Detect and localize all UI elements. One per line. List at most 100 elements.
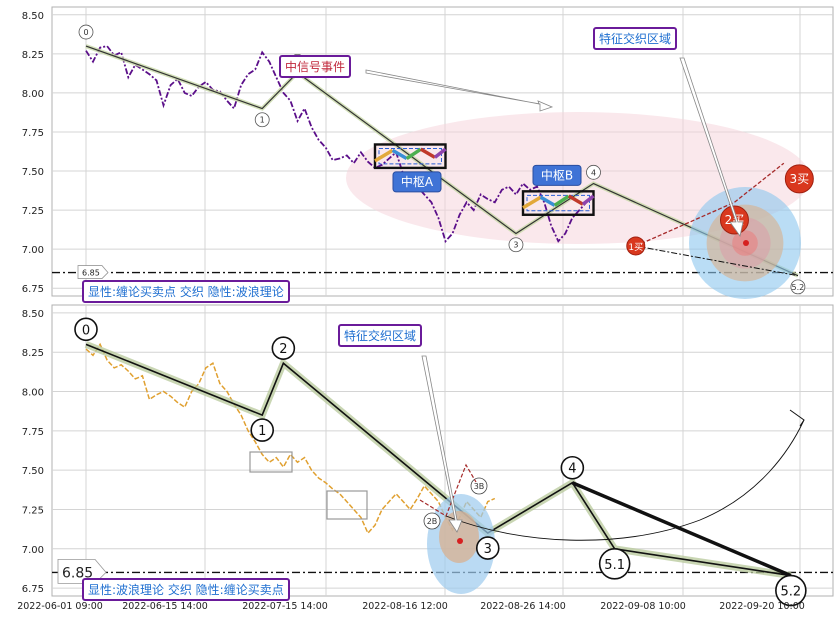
zhongshu-inner	[378, 147, 442, 165]
y-tick-label: 8.50	[22, 11, 44, 22]
zhongshu-inner	[526, 194, 590, 212]
y-tick-label: 7.75	[22, 128, 44, 139]
zhongshu-segment	[419, 147, 436, 159]
wave-label: 5.2	[781, 585, 802, 600]
feature-zone-center	[457, 538, 463, 544]
bi-label: 5.2	[792, 283, 805, 292]
bi-label: 4	[591, 168, 596, 177]
wave-marker	[475, 536, 500, 560]
wave-label: 2	[279, 342, 287, 357]
y-tick-label: 7.25	[22, 505, 44, 516]
support-label: 6.85	[62, 565, 93, 581]
zhongshu-label: 中枢A	[401, 174, 434, 189]
zhongshu-segment	[391, 148, 408, 161]
wave-thick	[571, 481, 792, 578]
wave-label: 3	[484, 542, 492, 557]
wave-label: 0	[82, 323, 90, 338]
zhongshu-segment	[433, 147, 447, 159]
zhongshu-segment	[567, 194, 584, 206]
bi-line	[85, 45, 799, 277]
buy-dash	[635, 245, 798, 277]
x-tick-label: 2022-06-01 09:00	[17, 601, 103, 612]
feature-zone-label-top: 特征交织区域	[593, 27, 678, 50]
zhongshu-segment	[553, 194, 570, 207]
buy-point-label: 1买	[628, 242, 643, 253]
support-label: 6.85	[82, 269, 100, 278]
y-tick-label: 8.50	[22, 309, 44, 320]
buy-point	[626, 236, 646, 256]
feature-zone-center	[743, 240, 749, 246]
feature-zone-ring	[439, 511, 479, 563]
wave-marker	[74, 317, 98, 342]
wave-label: 4	[568, 462, 576, 477]
buy-marker	[423, 512, 441, 530]
x-tick-label: 2022-09-20 10:00	[719, 601, 805, 612]
x-tick-label: 2022-06-15 14:00	[122, 601, 208, 612]
buy-path	[419, 463, 477, 517]
wave-marker	[250, 418, 275, 442]
x-tick-label: 2022-09-08 10:00	[600, 601, 686, 612]
zhongshu-label: 中枢B	[541, 167, 573, 182]
bi-marker	[508, 237, 524, 253]
wave-marker	[560, 455, 585, 480]
zhongshu-tag	[392, 171, 442, 193]
zhongshu-segment	[539, 195, 556, 207]
legend-top: 显性:缠论买卖点 交织 隐性:波浪理论	[82, 280, 290, 303]
y-tick-label: 8.25	[22, 50, 44, 61]
projection-curve	[445, 419, 805, 541]
zhongshu-box	[521, 190, 595, 216]
projection-arrowhead	[789, 409, 805, 427]
panel-2: 8.50 8.25 8.00 7.75 7.50 7.25 7.00 6.75 6.85 0 1 2 3…	[17, 304, 834, 612]
buy-marker	[470, 477, 488, 495]
zhongshu-segment	[374, 148, 394, 163]
y-tick-label: 8.25	[22, 348, 44, 359]
y-tick-label: 7.00	[22, 545, 44, 556]
y-tick-label: 7.75	[22, 427, 44, 438]
x-tick-label: 2022-08-26 14:00	[480, 601, 566, 612]
bi-label: 0	[83, 28, 88, 37]
bi-marker	[254, 112, 270, 128]
zhongshu-segment	[581, 194, 595, 206]
signal-arrow	[365, 69, 554, 112]
bi-marker	[586, 164, 601, 180]
zhongshu-box-small	[326, 490, 368, 520]
wave-marker	[598, 548, 631, 580]
x-tick-label: 2022-07-15 14:00	[242, 601, 328, 612]
price-series	[85, 45, 594, 244]
legend-bottom: 显性:波浪理论 交织 隐性:缠论买卖点	[82, 578, 290, 601]
wave-marker	[271, 336, 296, 361]
support-tag	[77, 265, 109, 279]
y-tick-label: 7.25	[22, 206, 44, 217]
wave-label: 1	[258, 424, 266, 439]
feature-arrow	[421, 355, 463, 533]
y-tick-label: 6.75	[22, 584, 44, 595]
bi-label: 1	[260, 116, 265, 125]
bi-label: 3	[513, 241, 518, 250]
wave-label: 5.1	[604, 558, 625, 573]
bi-marker	[78, 24, 94, 40]
zhongshu-box	[373, 143, 447, 170]
y-tick-label: 8.00	[22, 388, 44, 399]
mid-signal-label: 中信号事件	[279, 55, 352, 78]
buy-marker-label: 3B	[474, 482, 485, 491]
x-tick-label: 2022-08-16 12:00	[362, 601, 448, 612]
zhongshu-box-small	[249, 451, 293, 473]
y-tick-label: 7.50	[22, 167, 44, 178]
y-tick-label: 8.00	[22, 89, 44, 100]
y-tick-label: 6.75	[22, 284, 44, 295]
wave-marker	[775, 574, 807, 607]
zhongshu-segment	[522, 195, 542, 210]
bi-marker	[790, 279, 806, 295]
panel-1: 8.508.258.007.757.507.257.006.756.850123…	[22, 6, 834, 299]
feature-arrow	[679, 57, 744, 237]
buy-point	[784, 164, 814, 194]
support-tag	[57, 559, 107, 584]
feature-zone-label-bottom: 特征交织区域	[338, 324, 423, 347]
buy-marker-label: 2B	[427, 517, 438, 526]
zhongshu-tag	[532, 164, 582, 186]
price-series	[85, 342, 496, 535]
zhongshu-segment	[405, 147, 422, 160]
buy-point-label: 3买	[790, 172, 810, 186]
y-tick-label: 7.50	[22, 466, 44, 477]
